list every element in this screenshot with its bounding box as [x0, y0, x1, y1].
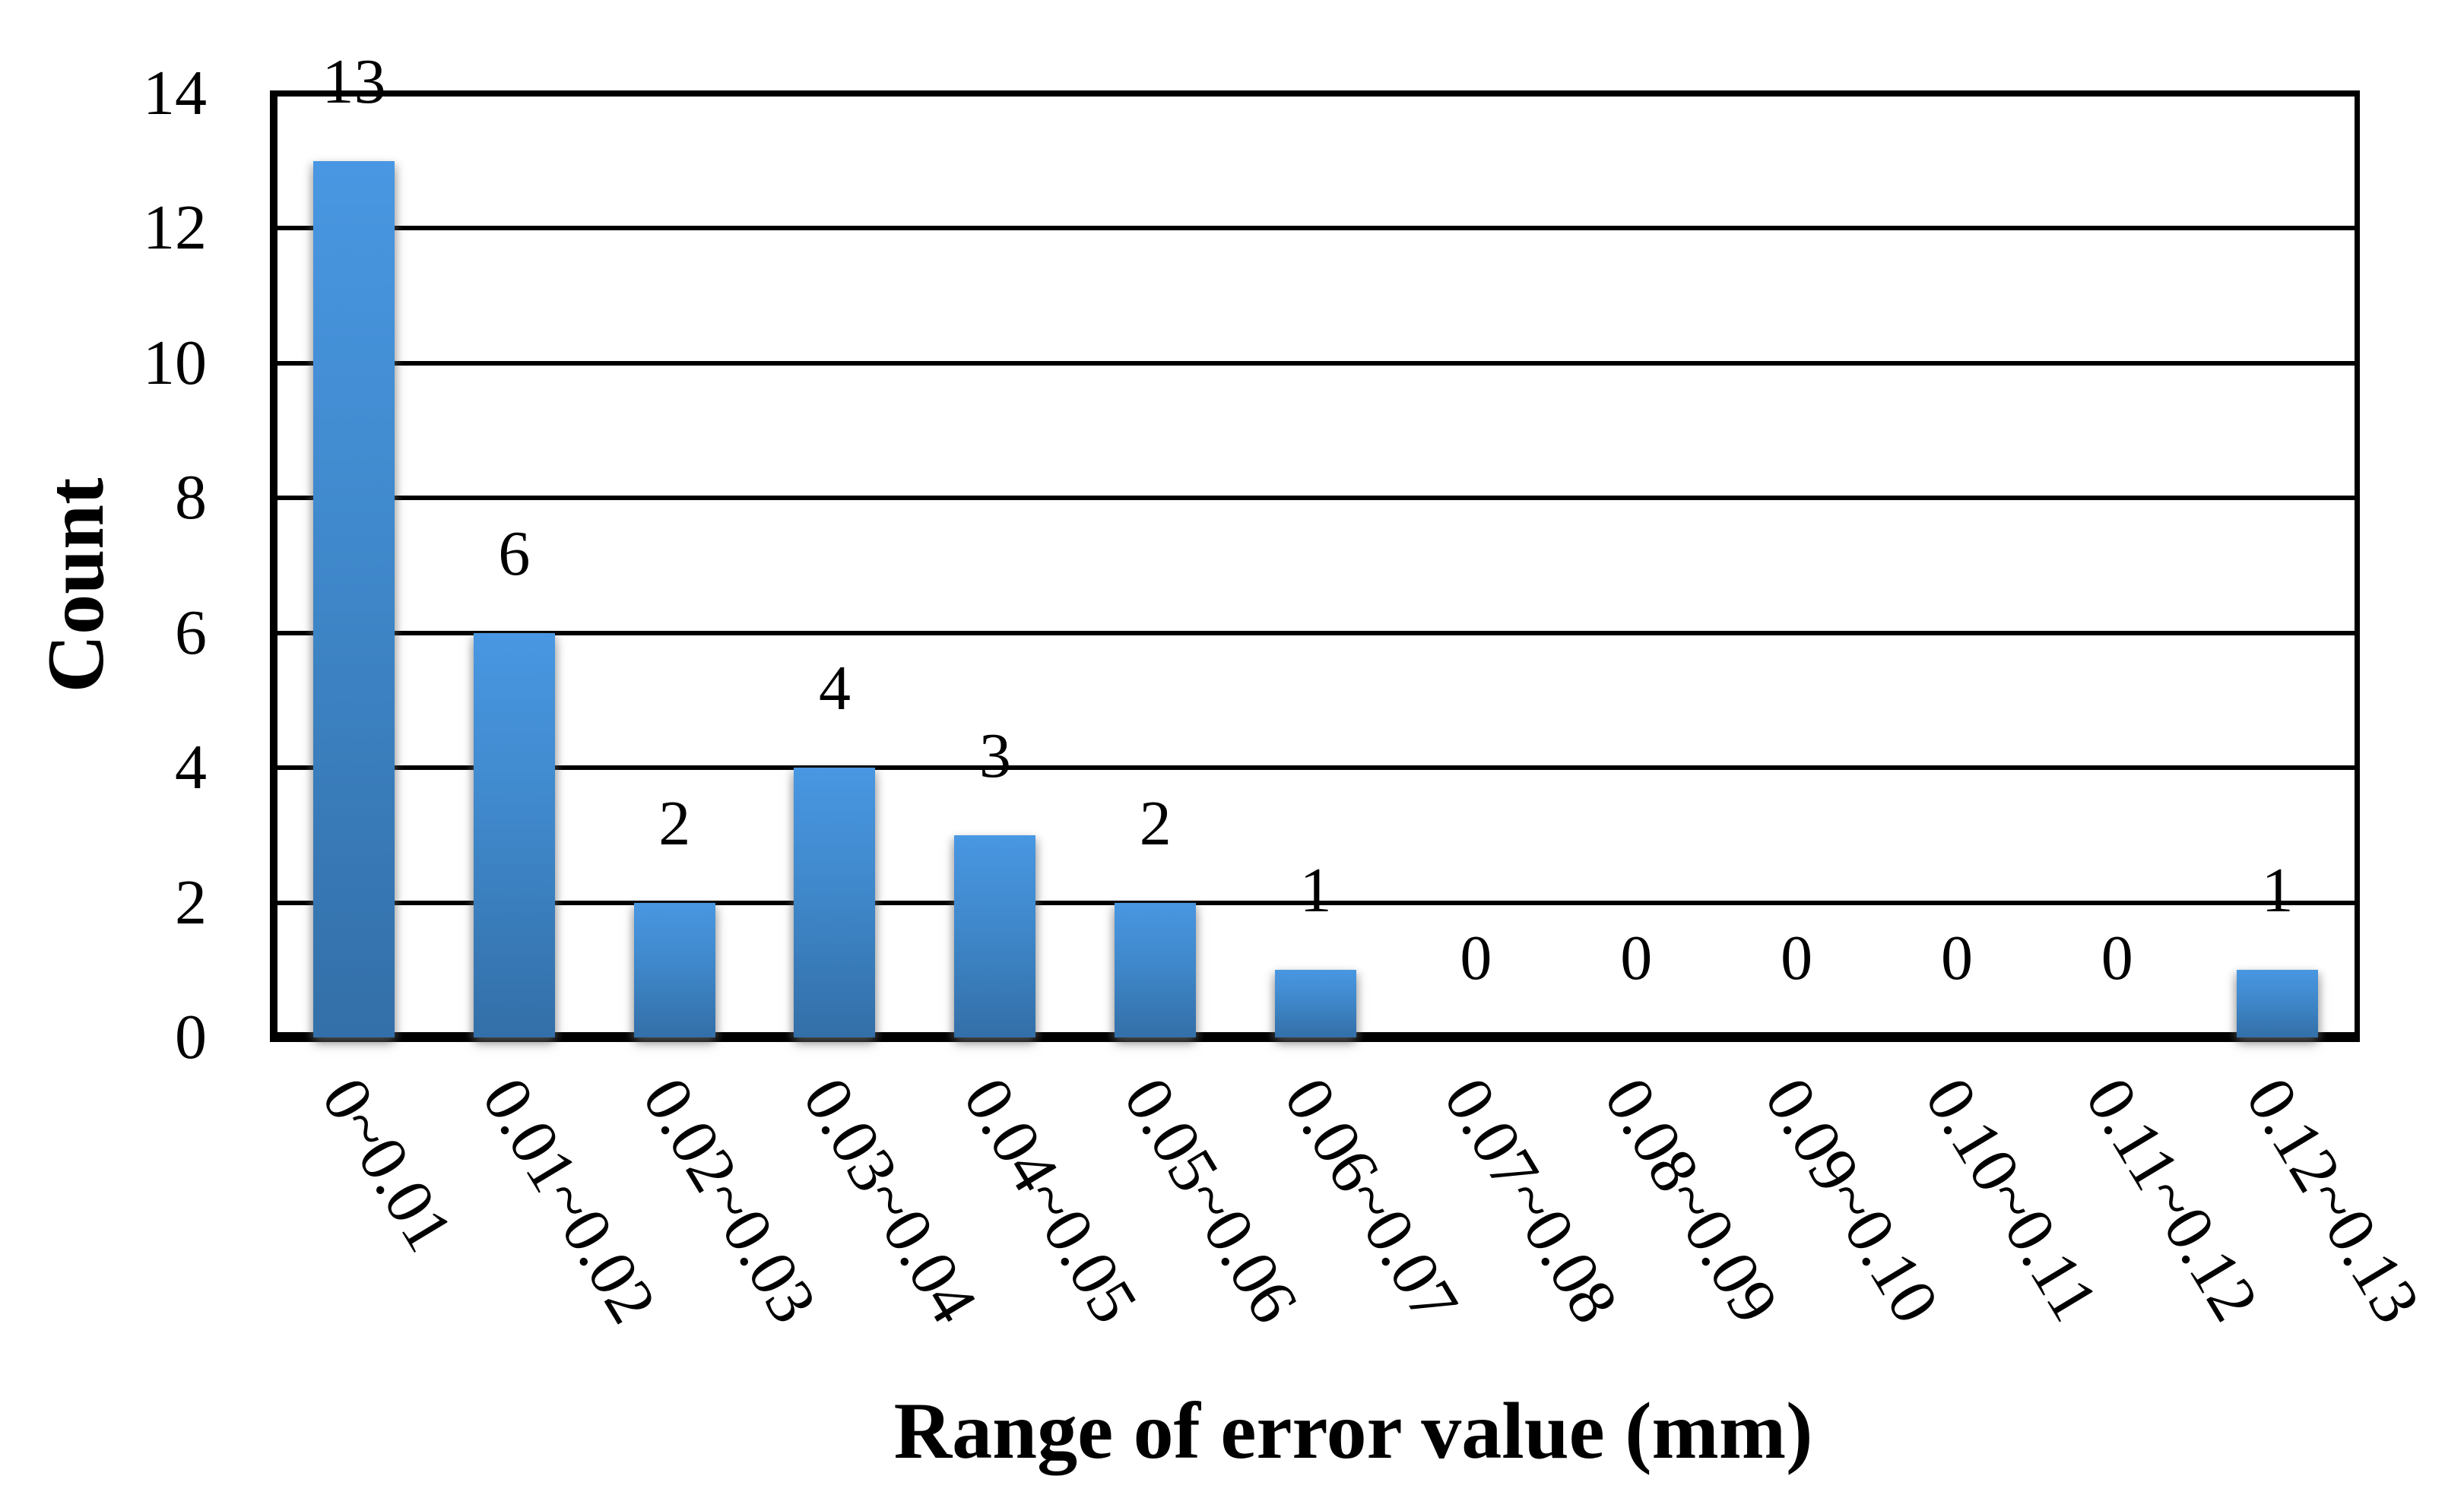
y-axis-line [270, 90, 277, 1042]
bar-value-label: 0 [1620, 923, 1653, 993]
bar-0.03~0.04 [794, 768, 876, 1037]
gridline-y-6 [274, 630, 2358, 635]
bar-value-label: 0 [1940, 923, 1973, 993]
plot-border-top [274, 90, 2358, 97]
bar-value-label: 2 [658, 787, 691, 859]
gridline-y-12 [274, 226, 2358, 231]
bar-value-label: 13 [322, 46, 386, 117]
bar-0.06~0.07 [1275, 970, 1356, 1037]
y-tick-label: 0 [175, 1002, 207, 1072]
gridline-y-2 [274, 900, 2358, 905]
bar-0.02~0.03 [633, 902, 715, 1037]
x-axis-title: Range of error value (mm) [893, 1386, 1813, 1475]
bar-value-label: 1 [1299, 855, 1332, 926]
gridline-y-8 [274, 496, 2358, 501]
y-tick-label: 4 [175, 732, 207, 803]
bar-value-label: 0 [1460, 923, 1492, 993]
bar-0.04~0.05 [954, 835, 1036, 1037]
bar-value-label: 4 [819, 653, 851, 724]
bar-value-label: 2 [1139, 787, 1172, 859]
y-tick-label: 10 [143, 327, 207, 398]
y-tick-label: 2 [175, 866, 207, 938]
bar-0.05~0.06 [1115, 902, 1197, 1037]
bar-value-label: 0 [2101, 923, 2133, 993]
bar-value-label: 6 [498, 518, 531, 589]
bar-value-label: 3 [978, 720, 1011, 791]
bar-value-label: 0 [1781, 923, 1813, 993]
plot-border-right [2355, 90, 2360, 1040]
bar-0~0.01 [312, 160, 395, 1037]
gridline-y-4 [274, 765, 2358, 771]
y-tick-label: 6 [175, 597, 207, 668]
bar-0.12~0.13 [2237, 970, 2319, 1037]
y-tick-label: 12 [143, 192, 207, 264]
y-tick-label: 8 [175, 462, 207, 534]
gridline-y-10 [274, 360, 2358, 366]
x-tick-label: 0~0.01 [307, 1066, 468, 1264]
plot-area: 13 6 2 4 3 2 1 0 0 0 0 0 1 [270, 49, 2360, 1042]
bar-0.01~0.02 [473, 632, 555, 1037]
y-tick-label: 14 [143, 58, 207, 128]
bar-value-label: 1 [2261, 855, 2294, 926]
